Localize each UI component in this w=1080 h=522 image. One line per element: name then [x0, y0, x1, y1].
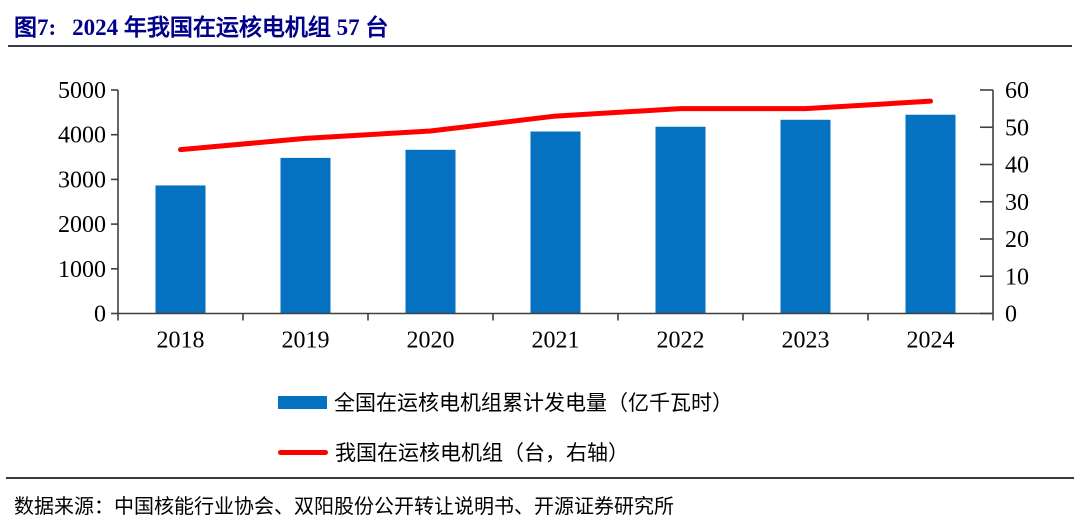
- figure-title: 图7: 2024 年我国在运核电机组 57 台: [14, 8, 388, 42]
- x-axis-category-label: 2024: [907, 328, 955, 354]
- left-axis-tick-label: 4000: [58, 123, 106, 149]
- bar-2019: [280, 157, 331, 314]
- left-axis-tick-label: 5000: [58, 78, 106, 104]
- bar-2023: [780, 119, 831, 314]
- chart-canvas: 0 1000 2000 3000 4000 5000 0 10 20 30 40 50 60 2018 20…: [58, 78, 1029, 354]
- right-axis-tick-label: 60: [1005, 78, 1029, 104]
- right-axis-tick-label: 50: [1005, 115, 1029, 141]
- bar-2018: [155, 185, 206, 314]
- x-axis-category-label: 2018: [157, 328, 205, 354]
- x-axis-category-label: 2022: [657, 328, 705, 354]
- left-axis-tick-label: 1000: [58, 257, 106, 283]
- title-divider: [8, 45, 1072, 47]
- left-axis-tick-label: 0: [94, 302, 106, 328]
- right-axis-tick-label: 30: [1005, 190, 1029, 216]
- bar-series-swatch: [278, 395, 327, 409]
- right-axis-tick-label: 10: [1005, 264, 1029, 290]
- footer-divider: [6, 477, 1074, 479]
- bar-2024: [905, 114, 956, 314]
- x-axis-category-label: 2021: [532, 328, 580, 354]
- bar-2022: [655, 126, 706, 314]
- bar-2021: [530, 131, 581, 314]
- figure-number-label: 图7:: [14, 15, 57, 40]
- legend-item-units: 我国在运核电机组（台，右轴）: [278, 437, 733, 467]
- line-series-swatch: [278, 449, 328, 455]
- combo-chart: 0 1000 2000 3000 4000 5000 0 10 20 30 40 50 60 2018 20…: [0, 56, 1080, 370]
- x-axis-category-label: 2020: [407, 328, 455, 354]
- figure-title-text: 2024 年我国在运核电机组 57 台: [72, 15, 389, 40]
- left-axis-tick-label: 3000: [58, 167, 106, 193]
- legend-label-generation: 全国在运核电机组累计发电量（亿千瓦时）: [334, 391, 733, 415]
- x-axis-category-label: 2019: [282, 328, 330, 354]
- chart-legend: 全国在运核电机组累计发电量（亿千瓦时） 我国在运核电机组（台，右轴）: [278, 387, 733, 487]
- legend-label-units: 我国在运核电机组（台，右轴）: [335, 441, 629, 465]
- right-axis-tick-label: 20: [1005, 227, 1029, 253]
- data-source-note: 数据来源：中国核能行业协会、双阳股份公开转让说明书、开源证券研究所: [14, 496, 674, 518]
- bar-2020: [405, 149, 456, 314]
- x-axis-category-label: 2023: [782, 328, 830, 354]
- line-series-units: [178, 98, 933, 153]
- legend-item-generation: 全国在运核电机组累计发电量（亿千瓦时）: [278, 387, 733, 417]
- right-axis-tick-label: 0: [1005, 302, 1017, 328]
- left-axis-tick-label: 2000: [58, 212, 106, 238]
- right-axis-tick-label: 40: [1005, 153, 1029, 179]
